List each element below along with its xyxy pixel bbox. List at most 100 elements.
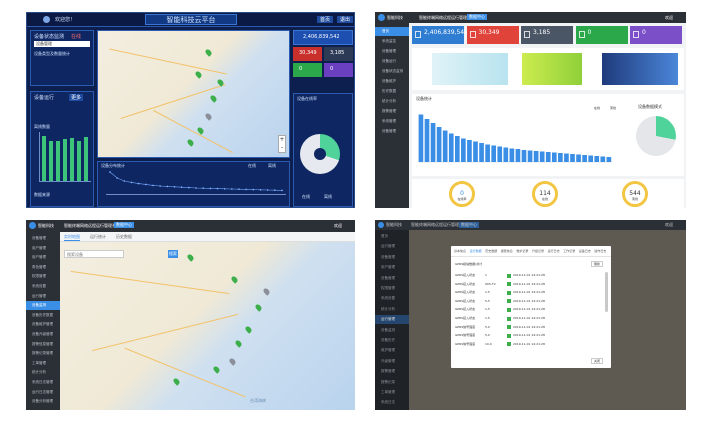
sidebar-item[interactable]: 设备管理 (381, 275, 395, 280)
sidebar-item[interactable]: 设备维护 (382, 79, 396, 83)
sidebar-item[interactable]: 设备状态监测 (382, 69, 403, 73)
sidebar-item[interactable]: 设备升级管理 (32, 332, 53, 336)
gauge-rate: 0 在线率 (449, 181, 475, 207)
modal-tab[interactable]: 历史数据 (485, 249, 498, 253)
search-button[interactable]: 搜索 (168, 250, 178, 258)
search-input[interactable] (64, 250, 124, 258)
sidebar-item[interactable]: 设备监测 (26, 301, 60, 311)
sidebar-item[interactable]: 报警记录管理 (32, 351, 53, 356)
tab-data-center[interactable]: 数据中心 (114, 222, 134, 228)
top-bar: 智能科技 智能终端网络远程运行管理系统 数据中心 欢迎 (375, 12, 686, 23)
sidebar-item[interactable]: 首页 (375, 27, 409, 36)
tab-history[interactable]: 历史数据 (116, 234, 132, 239)
sidebar-item[interactable]: 工单管理 (32, 360, 46, 365)
sidebar-item[interactable]: 工单管理 (381, 390, 395, 394)
sidebar-item[interactable]: 设备监测 (381, 327, 395, 332)
device-map[interactable]: + - (97, 30, 290, 158)
sidebar-item[interactable]: 系统日志管理 (32, 380, 53, 384)
banner-image[interactable] (432, 53, 508, 85)
device-run-panel: 设备运行 更多 离线数量 数据来源 (30, 91, 94, 207)
map-marker-icon[interactable] (230, 275, 239, 284)
modal-tab[interactable]: 运行日志 (547, 249, 560, 253)
map-marker-icon[interactable] (228, 357, 237, 366)
sidebar-item[interactable]: 用户管理 (32, 245, 46, 250)
sidebar-item[interactable]: 系统管理 (382, 119, 396, 123)
modal-tab[interactable]: 升级记录 (532, 249, 545, 253)
sidebar-item[interactable]: 设备历史数据 (32, 312, 53, 317)
sidebar-item[interactable]: 设备历史 (381, 338, 395, 342)
zoom-control[interactable]: + - (278, 135, 286, 153)
map-marker-icon[interactable] (186, 253, 195, 262)
logo-icon (378, 222, 384, 228)
map-marker-icon[interactable] (194, 70, 203, 79)
tab-data-center[interactable]: 数据中心 (467, 14, 487, 20)
sidebar-item[interactable]: 设备管理 (381, 254, 395, 259)
sidebar-item[interactable]: 运行管理 (381, 244, 395, 249)
map-marker-icon[interactable] (244, 325, 253, 334)
sidebar-item[interactable]: 用户管理 (381, 265, 395, 270)
sidebar-item[interactable]: 权限管理 (381, 286, 395, 290)
sidebar-item[interactable]: 系统日志 (381, 400, 395, 405)
sidebar-item[interactable]: 设备运行 (382, 59, 396, 63)
bar (558, 153, 563, 162)
modal-tab[interactable]: 维护记录 (516, 249, 529, 253)
sidebar-item[interactable]: 设备管理 (32, 236, 46, 240)
tab-data-center[interactable]: 数据中心 (459, 222, 479, 228)
user-menu[interactable]: 欢迎 (665, 222, 673, 227)
device-select[interactable]: 设备管理 (34, 41, 90, 47)
sidebar-item[interactable]: 报警信息管理 (32, 341, 53, 346)
sidebar-item[interactable]: 历史数据 (382, 89, 396, 93)
map-marker-icon[interactable] (254, 303, 263, 312)
tab-run-stats[interactable]: 运行统计 (90, 234, 106, 239)
sidebar-item[interactable]: 权限管理 (32, 274, 46, 279)
map-marker-icon[interactable] (212, 365, 221, 374)
modal-tab[interactable]: 操作日志 (594, 249, 607, 253)
user-menu[interactable]: 欢迎 (665, 15, 673, 20)
user-menu[interactable]: 欢迎 (334, 223, 342, 228)
sidebar-item[interactable]: 统计分析 (382, 99, 396, 103)
more-button[interactable]: 更多 (69, 94, 84, 101)
sidebar-item[interactable]: 统计分析 (32, 370, 46, 375)
close-button[interactable]: 关闭 (591, 358, 604, 364)
sidebar-item[interactable]: 设备管理 (382, 49, 396, 53)
sidebar-item[interactable]: 设备分析管理 (32, 399, 53, 404)
sidebar-item[interactable]: 系统监控 (382, 39, 396, 43)
modal-tab[interactable]: 工作记录 (563, 249, 576, 253)
sidebar-item[interactable]: 设备管理 (382, 129, 396, 133)
sidebar-item[interactable]: 系统设置 (381, 296, 395, 301)
sidebar-item[interactable]: 报警管理 (382, 109, 396, 113)
map-marker-icon[interactable] (262, 287, 271, 296)
map-marker-icon[interactable] (234, 339, 243, 348)
modal-tab[interactable]: 基本信息 (454, 249, 467, 253)
chart-title: 设备统计 (416, 96, 432, 101)
sidebar-item[interactable]: 用户管理 (32, 255, 46, 260)
refresh-button[interactable]: 刷新 (591, 261, 604, 267)
modal-tab[interactable]: 设备日志 (578, 249, 591, 253)
sidebar-item[interactable]: 运行管理 (375, 315, 409, 325)
home-button[interactable]: 首页 (317, 16, 334, 23)
sidebar-item[interactable]: 运行管理 (32, 293, 46, 298)
sidebar-item[interactable]: 升级管理 (381, 358, 395, 363)
sidebar-item[interactable]: 系统设置 (32, 284, 46, 288)
map-marker-icon[interactable] (172, 377, 181, 386)
map-marker-icon[interactable] (204, 112, 213, 121)
scrollbar[interactable] (605, 272, 608, 312)
modal-tab[interactable]: 运行数据 (469, 249, 482, 253)
sidebar-item[interactable]: 设备维护管理 (32, 322, 53, 327)
sidebar-item[interactable]: 角色管理 (32, 264, 46, 269)
sidebar-item[interactable]: 运行日志管理 (32, 389, 53, 394)
map-marker-icon[interactable] (204, 48, 213, 57)
sidebar-item[interactable]: 报警记录 (381, 379, 395, 384)
sidebar-item[interactable]: 统计分析 (381, 306, 395, 311)
banner-image[interactable] (602, 53, 678, 85)
sidebar-item[interactable]: 报警管理 (381, 369, 395, 374)
tab-realtime-map[interactable]: 实时地图 (64, 234, 80, 241)
sidebar-item[interactable]: 维护管理 (381, 348, 395, 353)
modal-tab[interactable]: 报警信息 (500, 249, 513, 253)
logout-button[interactable]: 退出 (337, 16, 354, 23)
map-marker-icon[interactable] (209, 94, 218, 103)
banner-image[interactable] (522, 53, 582, 85)
map-marker-icon[interactable] (186, 138, 195, 147)
device-map[interactable]: 搜索 台湾海峡 (60, 242, 355, 410)
sidebar-item[interactable]: 首页 (381, 234, 388, 238)
